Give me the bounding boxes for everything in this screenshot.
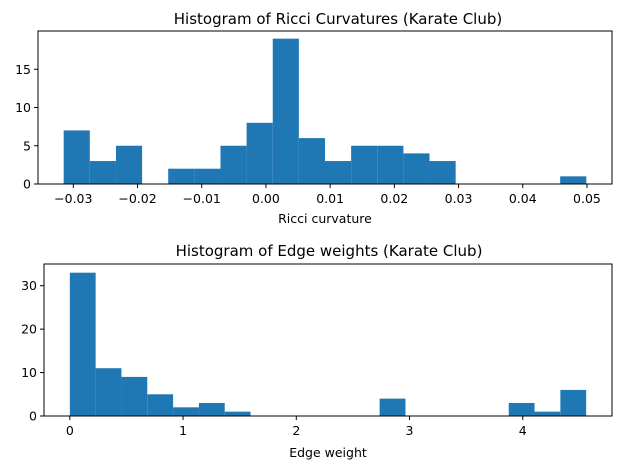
ricci-xtick-label: −0.01 xyxy=(183,191,221,206)
edge-weight-bar xyxy=(534,411,561,416)
ricci-xtick-label: −0.03 xyxy=(54,191,92,206)
edge-weight-xtick-label: 0 xyxy=(66,423,74,438)
ricci-bar xyxy=(298,138,325,184)
edge-weight-axes-frame xyxy=(43,263,613,417)
ricci-histogram: Histogram of Ricci Curvatures (Karate Cl… xyxy=(15,10,613,226)
ricci-xtick-label: 0.00 xyxy=(252,191,280,206)
edge-weight-histogram-title: Histogram of Edge weights (Karate Club) xyxy=(176,242,483,260)
ricci-xtick-label: 0.03 xyxy=(445,191,473,206)
ricci-bar xyxy=(403,153,430,184)
edge-weight-xtick-label: 4 xyxy=(519,423,527,438)
ricci-bar xyxy=(272,38,299,185)
edge-weight-bar xyxy=(69,272,96,416)
edge-weight-bar xyxy=(198,402,225,416)
edge-weight-xtick-label: 3 xyxy=(406,423,414,438)
edge-weight-bar xyxy=(560,389,587,416)
edge-weight-xtick-label: 1 xyxy=(179,423,187,438)
ricci-xtick-label: −0.02 xyxy=(118,191,156,206)
edge-weight-histogram-xlabel: Edge weight xyxy=(289,445,367,460)
ricci-axes-frame xyxy=(37,30,613,185)
ricci-xtick-label: 0.02 xyxy=(380,191,408,206)
ricci-bar xyxy=(89,161,116,184)
edge-weight-bar xyxy=(95,368,122,416)
edge-weight-ytick-label: 10 xyxy=(21,365,37,380)
ricci-xtick-label: 0.01 xyxy=(316,191,344,206)
ricci-histogram-xlabel: Ricci curvature xyxy=(278,211,372,226)
ricci-ytick-label: 15 xyxy=(15,62,31,77)
edge-weight-ytick-label: 20 xyxy=(21,322,37,337)
ricci-bar xyxy=(115,145,143,184)
edge-weight-bar xyxy=(508,402,535,416)
ricci-bar xyxy=(429,161,456,184)
ricci-histogram-title: Histogram of Ricci Curvatures (Karate Cl… xyxy=(174,10,502,28)
ricci-bar xyxy=(194,168,221,184)
edge-weight-histogram: Histogram of Edge weights (Karate Club) … xyxy=(21,242,613,460)
ricci-ytick-label: 10 xyxy=(15,100,31,115)
edge-weight-bar xyxy=(147,394,174,416)
edge-weight-ytick-label: 30 xyxy=(21,278,37,293)
edge-weight-bar xyxy=(224,411,251,416)
ricci-bar xyxy=(351,145,378,184)
edge-weight-bar xyxy=(173,407,199,416)
ricci-ytick-label: 0 xyxy=(23,177,31,192)
ricci-bar xyxy=(63,130,90,184)
ricci-bar xyxy=(168,168,195,184)
edge-weight-ytick-label: 0 xyxy=(29,409,37,424)
ricci-bar xyxy=(246,122,273,184)
ricci-ytick-label: 5 xyxy=(23,138,31,153)
edge-weight-bar xyxy=(379,398,406,416)
ricci-xtick-label: 0.04 xyxy=(509,191,537,206)
ricci-bar xyxy=(560,176,587,184)
edge-weight-bar xyxy=(121,376,148,416)
edge-weight-xtick-label: 2 xyxy=(292,423,300,438)
ricci-bar xyxy=(325,161,352,184)
ricci-bar xyxy=(220,145,247,184)
ricci-xtick-label: 0.05 xyxy=(573,191,601,206)
ricci-bar xyxy=(377,145,404,184)
